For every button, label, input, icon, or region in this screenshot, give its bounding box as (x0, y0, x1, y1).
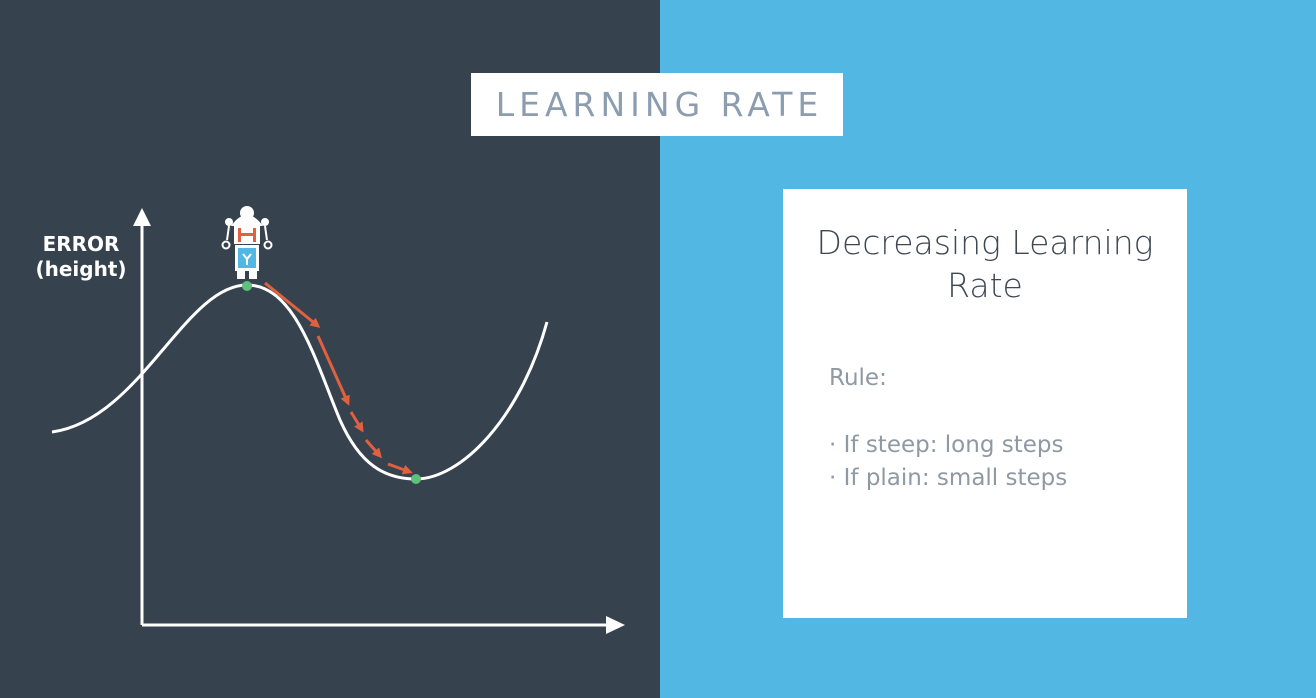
x-axis (142, 616, 625, 634)
error-curve (51, 283, 549, 481)
rule-list: · If steep: long steps · If plain: small… (829, 429, 1067, 495)
y-axis-label-line2: (height) (35, 257, 127, 281)
note-title: Decreasing Learning Rate (783, 221, 1187, 307)
step-arrow (387, 462, 413, 475)
step-arrow (349, 411, 364, 433)
end-point (411, 474, 421, 484)
step-arrow (316, 335, 350, 406)
rule-item-steep: · If steep: long steps (829, 432, 1064, 458)
step-arrow (264, 281, 321, 328)
robot-icon (221, 206, 273, 279)
y-axis-label: ERROR (height) (28, 232, 134, 282)
rule-label: Rule: (829, 365, 887, 391)
step-arrows (264, 281, 413, 475)
rule-item-plain: · If plain: small steps (829, 465, 1068, 491)
title-box: LEARNING RATE (471, 73, 843, 136)
note-title-line1: Decreasing Learning (816, 223, 1154, 262)
y-axis-label-line1: ERROR (42, 232, 120, 256)
error-diagram (51, 206, 625, 634)
step-arrow (364, 439, 382, 459)
note-card: Decreasing Learning Rate Rule: · If stee… (783, 189, 1187, 618)
y-axis (133, 208, 151, 625)
start-point (242, 281, 252, 291)
note-title-line2: Rate (947, 266, 1023, 305)
page-title: LEARNING RATE (495, 85, 824, 124)
